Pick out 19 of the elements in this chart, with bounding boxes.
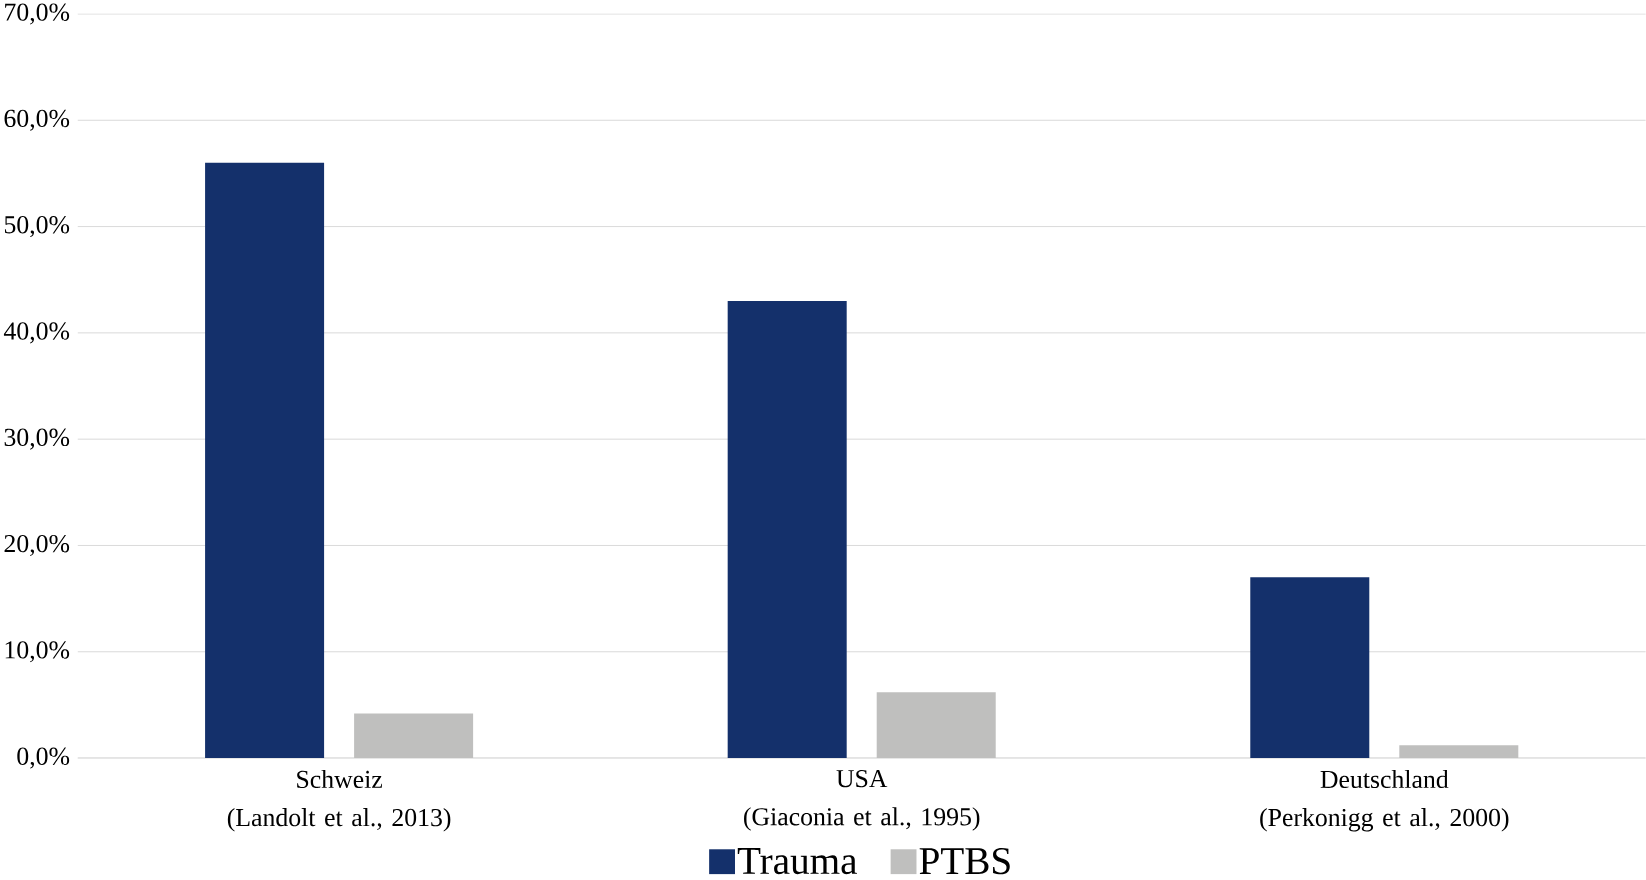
y-tick-label: 30,0% [4,428,70,450]
bar [876,692,996,759]
y-tick-label: 10,0% [5,641,70,663]
x-tick-label: Deutschland (Perkonigg et al., 2000) [1260,770,1509,832]
legend-label: PTBS [919,848,1010,875]
bar [1250,577,1370,759]
y-tick-label: 0,0% [17,747,70,769]
bar [354,713,474,759]
x-tick-label: USA (Giaconia et al., 1995) [744,770,980,831]
y-tick-label: 70,0% [5,3,70,25]
y-tick-label: 40,0% [3,322,70,344]
y-tick-label: 60,0% [4,109,70,132]
bar [205,163,325,759]
y-tick-label: 50,0% [4,216,70,238]
legend-label: Trauma [737,848,857,875]
bar [727,301,847,759]
x-tick-label: Schweiz (Landolt et al., 2013) [227,770,451,832]
bar [1399,745,1519,759]
y-tick-label: 20,0% [4,535,70,557]
